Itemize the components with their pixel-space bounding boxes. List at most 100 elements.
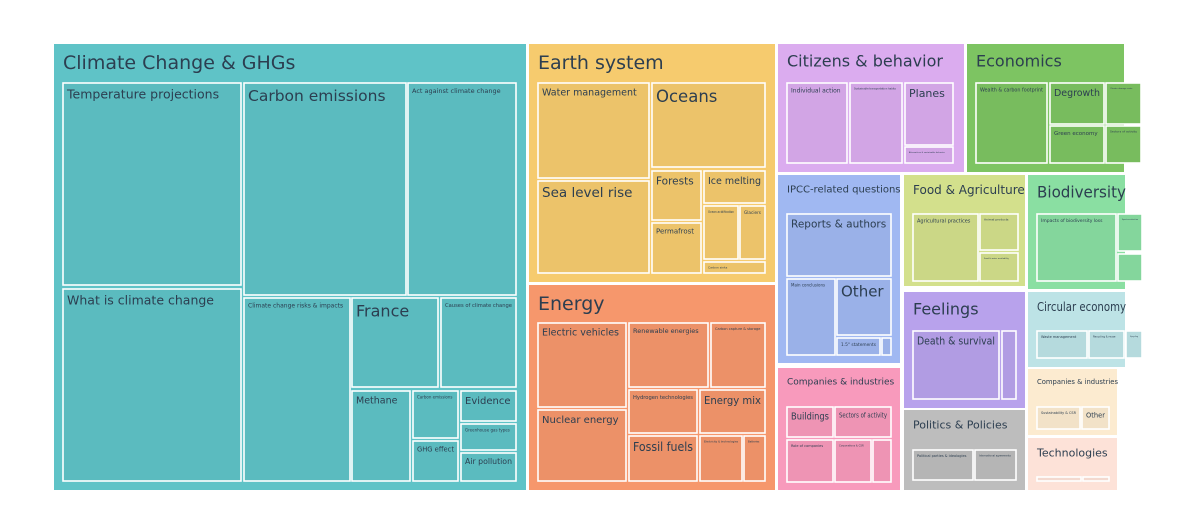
subtile-label-temperature-projections-0-0: Temperature projections [66,86,219,101]
subtile-unlabeled-13-0[interactable] [1036,476,1082,482]
subtile-unlabeled-13-1[interactable] [1082,476,1110,482]
subtile-label-what-is-climate-change-0-3: What is climate change [67,292,214,307]
subtile-label-greenhouse-gas-types-0-10: Greenhouse gas types [465,428,510,433]
subtile-label-methane-0-7: Methane [356,396,398,407]
subtile-planes-3-2[interactable] [904,82,954,146]
subtile-animal-products-6-1[interactable] [979,213,1019,251]
tile-label-politics-policies-10: Politics & Policies [913,418,1008,431]
subtile-label-carbon-emissions-0-1: Carbon emissions [248,87,386,105]
subtile-carbon-sinks-1-8[interactable] [703,261,766,274]
subtile-energy-mix-2-4[interactable] [699,389,766,434]
subtile-climate-damage-costs-4-2[interactable] [1105,82,1142,125]
subtile-label-hydrogen-technologies-2-3: Hydrogen technologies [633,395,693,401]
subtile-label-sea-level-rise-1-2: Sea level rise [542,185,632,201]
subtile-label-other-5-2: Other [841,283,884,301]
subtile-temperature-projections-0-0[interactable] [62,82,242,286]
subtile-label-evidence-0-9: Evidence [465,396,511,407]
subtile-buildings-9-0[interactable] [786,406,834,438]
subtile-political-parties-ideologies-10-0[interactable] [912,449,974,481]
subtile-label-corporations-csr-9-3: Corporations & CSR [839,443,864,447]
subtile-france-0-5[interactable] [351,297,439,388]
subtile-unlabeled-7-2[interactable] [1117,253,1143,282]
subtile-electricity-technologies-2-7[interactable] [699,435,743,482]
subtile-individual-action-3-0[interactable] [786,82,848,164]
subtile-label-death-survival-8-0: Death & survival [917,335,995,347]
subtile-sectors-of-activity-4-4[interactable] [1105,125,1142,164]
subtile-international-agreements-10-1[interactable] [974,449,1017,481]
subtile-degrowth-4-1[interactable] [1049,82,1105,125]
subtile-label-wealth-carbon-footprint-4-0: Wealth & carbon footprint [980,88,1043,94]
subtile-fossil-fuels-2-6[interactable] [628,435,698,482]
subtile-alternatives-sustainable-behavior-3-3[interactable] [904,146,954,164]
subtile-sustainable-transportation-habits-3-1[interactable] [849,82,903,164]
tile-unlabeled-14[interactable] [1127,367,1152,490]
subtile-carbon-emissions-0-1[interactable] [243,82,407,296]
subtile-greenhouse-gas-types-0-10[interactable] [460,423,517,451]
subtile-nuclear-energy-2-5[interactable] [537,409,627,482]
subtile-climate-change-risks-impacts-0-4[interactable] [243,297,351,482]
subtile-label-impacts-of-biodiversity-loss-7-0: Impacts of biodiversity loss [1041,218,1103,224]
subtile-what-is-climate-change-0-3[interactable] [62,288,242,482]
subtile-reports-authors-5-0[interactable] [786,213,892,277]
subtile-electric-vehicles-2-0[interactable] [537,322,627,408]
subtile-label-renewable-energies-2-1: Renewable energies [633,327,699,335]
subtile-ice-melting-1-4[interactable] [703,170,766,204]
subtile-unlabeled-9-4[interactable] [872,439,892,483]
subtile-glaciers-1-7[interactable] [739,205,766,260]
subtile-batteries-2-8[interactable] [743,435,766,482]
subtile-permafrost-1-5[interactable] [651,222,702,274]
subtile-recycling-reuse-11-1[interactable] [1088,330,1125,359]
subtile-label-oceans-1-1: Oceans [656,87,717,106]
subtile-label-green-economy-4-3: Green economy [1054,131,1098,137]
subtile-act-against-climate-change-0-2[interactable] [407,82,517,296]
subtile-renewable-energies-2-1[interactable] [628,322,709,388]
subtile-ocean-acidification-1-6[interactable] [703,205,739,260]
subtile-hydrogen-technologies-2-3[interactable] [628,389,698,434]
subtile-ghg-effect-0-11[interactable] [412,440,459,482]
tile-label-energy-2: Energy [538,293,605,315]
subtile-waste-management-11-0[interactable] [1036,330,1088,359]
subtile-corporations-csr-9-3[interactable] [834,439,872,483]
subtile-label-sustainability-csr-12-0: Sustainability & CSR [1041,411,1077,415]
subtile-impacts-of-biodiversity-loss-7-0[interactable] [1036,213,1117,282]
subtile-unlabeled-5-4[interactable] [881,337,892,356]
subtile-evidence-0-9[interactable] [460,390,517,422]
subtile-oceans-1-1[interactable] [651,82,766,168]
subtile-label-carbon-capture-storage-2-2: Carbon capture & storage [715,327,760,331]
subtile-main-conclusions-5-1[interactable] [786,278,836,356]
subtile-air-pollution-0-12[interactable] [460,452,517,482]
tile-label-feelings-8: Feelings [913,300,979,319]
subtile-carbon-emissions-0-8[interactable] [412,390,459,439]
subtile-death-survival-8-0[interactable] [912,330,1000,400]
subtile-forests-1-3[interactable] [651,170,702,221]
subtile-sectors-of-activity-9-1[interactable] [834,406,892,438]
subtile-label-alternatives-sustainable-behavior-3-3: Alternatives & sustainable behavior [909,151,945,154]
subtile-upcycling-11-2[interactable] [1125,330,1143,359]
subtile-label-main-conclusions-5-1: Main conclusions [791,283,825,288]
subtile-label-sustainable-transportation-habits-3-1: Sustainable transportation habits [854,86,896,90]
subtile-agricultural-practices-6-0[interactable] [912,213,979,282]
subtile-label-ghg-effect-0-11: GHG effect [417,445,454,453]
subtile-label-act-against-climate-change-0-2: Act against climate change [412,87,501,95]
subtile-role-of-companies-9-2[interactable] [786,439,834,483]
subtile-wealth-carbon-footprint-4-0[interactable] [975,82,1048,164]
subtile-food-water-availability-6-2[interactable] [979,252,1019,282]
subtile-label-reports-authors-5-0: Reports & authors [791,218,886,230]
subtile-1-5-statements-5-3[interactable] [836,337,881,356]
subtile-causes-of-climate-change-0-6[interactable] [440,297,517,388]
subtile-sea-level-rise-1-2[interactable] [537,180,650,274]
subtile-species-extinction-7-1[interactable] [1117,213,1143,252]
subtile-methane-0-7[interactable] [351,390,411,482]
subtile-label-upcycling-11-2: Upcycling [1130,336,1139,338]
subtile-label-ocean-acidification-1-6: Ocean acidification [708,210,734,214]
subtile-carbon-capture-storage-2-2[interactable] [710,322,766,388]
subtile-other-5-2[interactable] [836,278,892,336]
subtile-sustainability-csr-12-0[interactable] [1036,406,1081,430]
subtile-unlabeled-8-1[interactable] [1001,330,1017,400]
subtile-green-economy-4-3[interactable] [1049,125,1105,164]
subtile-label-france-0-5: France [356,301,409,320]
subtile-other-12-1[interactable] [1081,406,1110,430]
subtile-label-agricultural-practices-6-0: Agricultural practices [917,219,971,225]
subtile-water-management-1-0[interactable] [537,82,650,179]
